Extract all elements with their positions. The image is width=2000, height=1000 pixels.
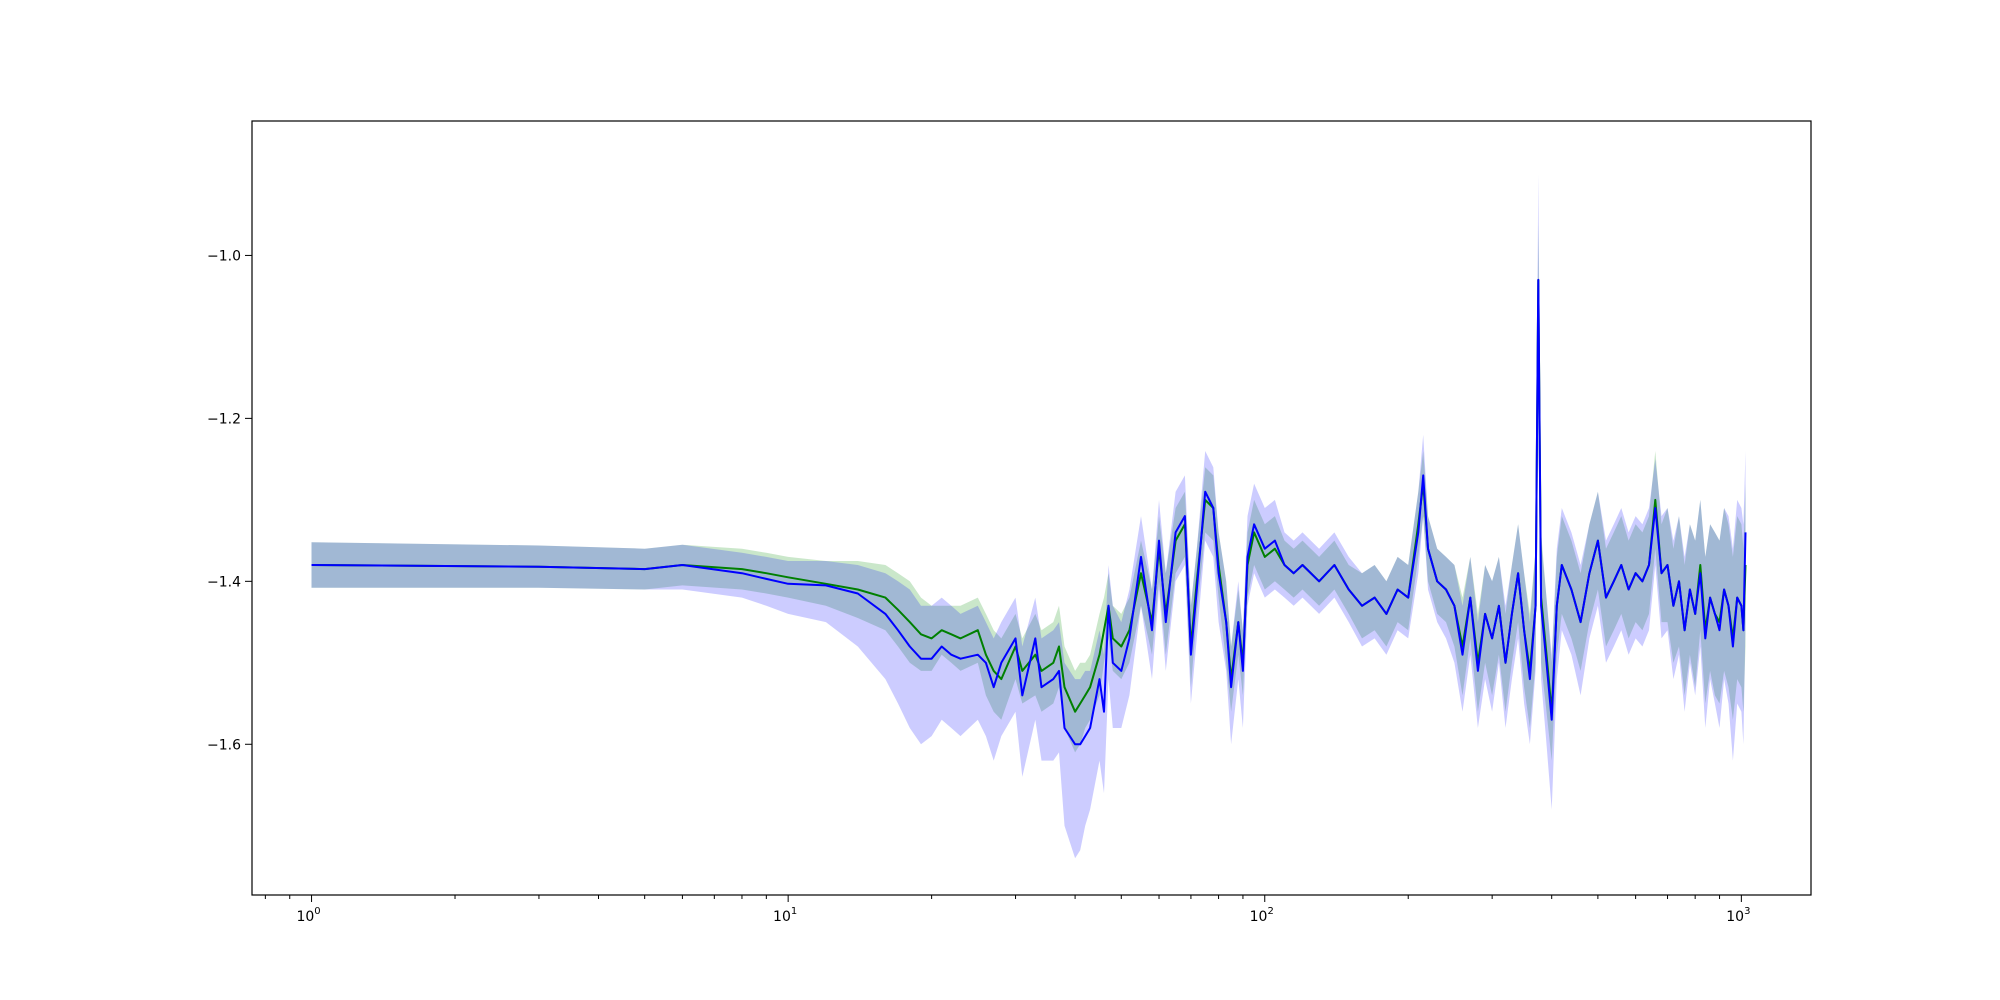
- y-tick-label: −1.0: [207, 248, 241, 264]
- y-tick-label: −1.4: [207, 574, 241, 590]
- series-1-band: [311, 222, 1746, 761]
- series-2-line: [311, 278, 1747, 746]
- plot-area: [311, 174, 1747, 859]
- series-2-band: [311, 174, 1746, 859]
- y-tick-label: −1.6: [207, 737, 241, 753]
- x-tick-label: 100: [296, 906, 320, 925]
- y-tick-label: −1.2: [207, 411, 241, 427]
- x-tick-label: 101: [773, 906, 797, 925]
- x-axis: 100 101 102 103: [264, 895, 1750, 925]
- x-tick-label: 102: [1250, 906, 1274, 925]
- x-tick-label: 103: [1726, 906, 1750, 925]
- axes-frame: [251, 120, 1812, 896]
- y-axis: −1.0 −1.2 −1.4 −1.6: [207, 248, 252, 753]
